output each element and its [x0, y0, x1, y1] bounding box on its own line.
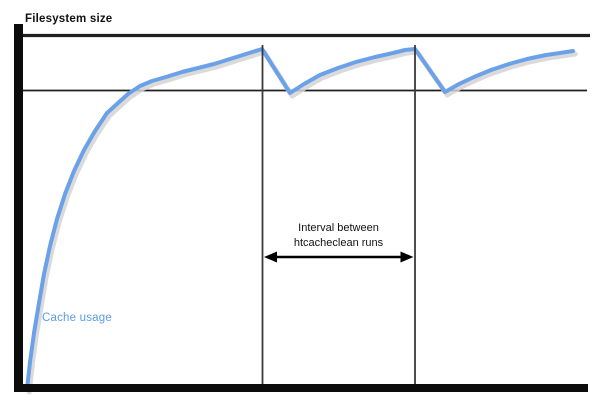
interval-arrow-left-head: [264, 251, 277, 263]
cache-usage-curve: [25, 47, 575, 391]
interval-annotation-line2: htcacheclean runs: [293, 236, 384, 249]
cache-usage-series-label: Cache usage: [42, 312, 112, 324]
y-axis: [14, 24, 23, 392]
x-axis: [14, 384, 588, 392]
interval-annotation-line1: Interval between: [298, 222, 379, 234]
filesystem-size-axis-label: Filesystem size: [25, 13, 113, 25]
interval-arrow-right-head: [400, 251, 414, 263]
cache-usage-curve-shadow: [26, 49, 578, 395]
interval-annotation: Interval between htcacheclean runs: [239, 221, 438, 250]
